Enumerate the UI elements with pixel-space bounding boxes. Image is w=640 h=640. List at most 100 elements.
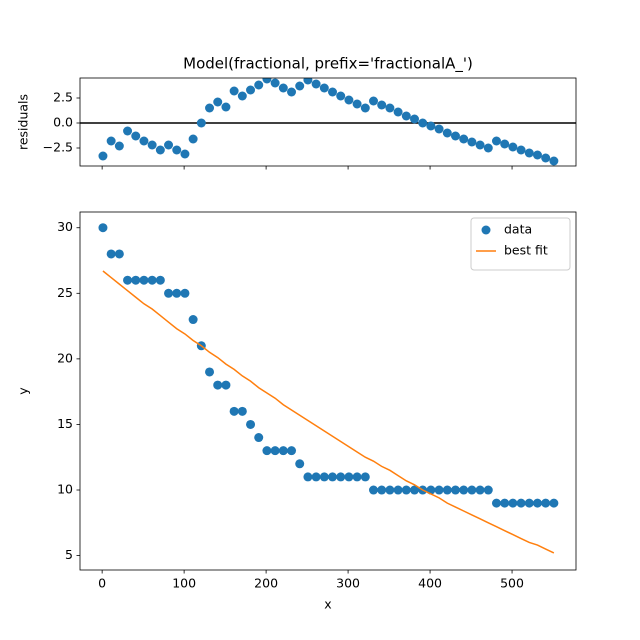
x-tick-label: 500 — [500, 576, 524, 591]
x-tick-label: 0 — [98, 576, 106, 591]
data-point — [164, 288, 174, 298]
data-point — [303, 78, 313, 85]
data-point — [262, 446, 272, 456]
data-point — [123, 126, 133, 136]
data-point — [500, 498, 510, 508]
data-point — [287, 87, 297, 97]
plot-area — [80, 78, 576, 166]
y-tick-label: 15 — [57, 416, 73, 431]
data-point — [131, 131, 141, 141]
data-point — [401, 111, 411, 121]
data-point — [114, 249, 124, 259]
data-point — [426, 121, 436, 131]
plot-area — [98, 223, 559, 554]
data-point — [147, 140, 157, 150]
data-point — [196, 118, 206, 128]
data-point — [434, 124, 444, 134]
data-point — [278, 446, 288, 456]
data-point — [500, 139, 510, 149]
data-point — [442, 128, 452, 138]
data-point — [303, 472, 313, 482]
data-point — [467, 485, 477, 495]
data-point — [295, 459, 305, 469]
data-point — [549, 498, 559, 508]
data-point — [541, 498, 551, 508]
data-point — [369, 96, 379, 106]
data-point — [475, 140, 485, 150]
data-point — [319, 472, 329, 482]
data-point — [516, 498, 526, 508]
data-point — [377, 100, 387, 110]
data-point — [401, 485, 411, 495]
y-tick-label: 0.0 — [53, 115, 73, 130]
data-point — [508, 498, 518, 508]
data-point — [229, 86, 239, 96]
data-point — [385, 103, 395, 113]
data-point — [524, 498, 534, 508]
data-point — [205, 103, 215, 113]
data-point — [114, 141, 124, 151]
x-tick-label: 100 — [172, 576, 196, 591]
data-point — [311, 79, 321, 89]
data-point — [205, 367, 215, 377]
data-point — [164, 140, 174, 150]
data-point — [98, 223, 108, 233]
axes-frame — [79, 77, 577, 167]
data-point — [491, 136, 501, 146]
data-point — [336, 91, 346, 101]
data-point — [155, 145, 165, 155]
data-point — [188, 315, 198, 325]
data-point — [467, 137, 477, 147]
data-point — [147, 275, 157, 285]
data-point — [172, 288, 182, 298]
data-point — [229, 406, 239, 416]
y-tick-label: 20 — [57, 350, 73, 365]
data-point — [524, 148, 534, 158]
data-point — [180, 149, 190, 159]
data-point — [393, 107, 403, 117]
data-point — [106, 249, 116, 259]
data-point — [311, 472, 321, 482]
data-point — [385, 485, 395, 495]
data-point — [139, 275, 149, 285]
data-point — [319, 83, 329, 93]
data-point — [532, 150, 542, 160]
axes-frame — [79, 211, 577, 571]
data-point — [295, 81, 305, 91]
data-point — [434, 485, 444, 495]
chart-title: Model(fractional, prefix='fractionalA_') — [183, 55, 473, 74]
data-point — [328, 472, 338, 482]
data-point — [287, 446, 297, 456]
data-point — [270, 446, 280, 456]
data-point — [213, 97, 223, 107]
x-tick-label: 400 — [418, 576, 442, 591]
data-point — [369, 485, 379, 495]
data-point — [352, 472, 362, 482]
data-point — [131, 275, 141, 285]
data-point — [188, 134, 198, 144]
data-point — [254, 433, 264, 443]
data-point — [221, 102, 231, 112]
data-point — [516, 145, 526, 155]
data-point — [475, 485, 485, 495]
y-tick-label: 25 — [57, 285, 73, 300]
data-point — [459, 485, 469, 495]
data-point — [172, 145, 182, 155]
data-point — [352, 99, 362, 109]
data-point — [442, 485, 452, 495]
data-point — [278, 83, 288, 93]
x-tick-label: 300 — [336, 576, 360, 591]
legend-swatch — [481, 225, 491, 235]
y-tick-label: 30 — [57, 219, 73, 234]
data-point — [270, 78, 280, 88]
data-point — [155, 275, 165, 285]
y-axis-label: y — [16, 387, 31, 395]
data-point — [360, 472, 370, 482]
data-point — [409, 114, 419, 124]
data-point — [344, 95, 354, 105]
data-point — [344, 472, 354, 482]
data-point — [483, 143, 493, 153]
data-point — [246, 85, 256, 95]
